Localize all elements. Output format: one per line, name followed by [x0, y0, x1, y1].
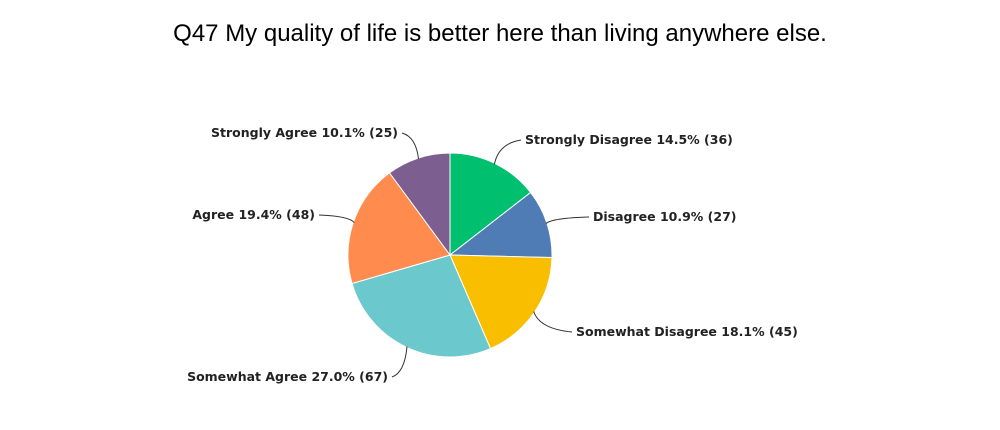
slice-label-disagree: Disagree 10.9% (27) [593, 209, 737, 224]
leader-line-somewhat-disagree [533, 311, 573, 333]
leader-line-strongly-agree [401, 132, 419, 160]
slice-label-strongly-agree: Strongly Agree 10.1% (25) [211, 125, 398, 140]
slice-label-somewhat-agree: Somewhat Agree 27.0% (67) [187, 369, 388, 384]
leader-line-strongly-disagree [493, 139, 522, 165]
leader-line-agree [318, 214, 355, 223]
leader-line-somewhat-agree [391, 346, 408, 378]
chart-title: Q47 My quality of life is better here th… [173, 20, 827, 47]
slice-label-somewhat-disagree: Somewhat Disagree 18.1% (45) [576, 324, 798, 339]
leader-line-disagree [545, 216, 590, 224]
pie-slice-somewhat-disagree[interactable] [449, 254, 553, 350]
slice-label-strongly-disagree: Strongly Disagree 14.5% (36) [525, 132, 733, 147]
slice-label-agree: Agree 19.4% (48) [192, 207, 315, 222]
